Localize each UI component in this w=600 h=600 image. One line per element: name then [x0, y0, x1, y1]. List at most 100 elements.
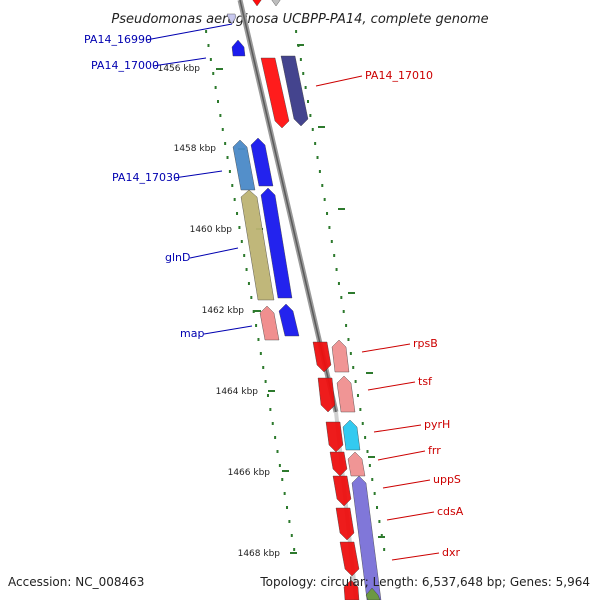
gene-label-frr: frr — [428, 444, 441, 457]
label-leader — [367, 381, 416, 391]
dot — [245, 268, 248, 271]
dot — [209, 58, 212, 61]
map-title: Pseudomonas aeruginosa UCBPP-PA14, compl… — [111, 12, 488, 27]
gene-block — [343, 579, 360, 600]
gene-block — [365, 587, 381, 600]
dot — [281, 478, 284, 481]
dot — [221, 128, 224, 131]
dot — [378, 520, 381, 523]
gene-label-cdsA: cdsA — [437, 505, 464, 518]
dot — [286, 506, 289, 509]
major-tick — [348, 292, 355, 294]
label-leader — [361, 343, 411, 353]
dot — [247, 282, 250, 285]
tick-label: 1468 kbp — [238, 549, 281, 559]
dot — [259, 352, 262, 355]
gene-block — [331, 339, 350, 373]
dot — [330, 240, 333, 243]
gene-labels: PA14_16990 PA14_17000 PA14_17030 glnD map PA1… — [84, 23, 464, 561]
gene-block — [347, 451, 366, 477]
label-leader — [203, 325, 253, 335]
tick-label: 1460 kbp — [190, 225, 233, 235]
dot — [299, 58, 302, 61]
major-tick — [216, 68, 223, 70]
gene-block — [342, 419, 361, 451]
gene-label-PA14_17000: PA14_17000 — [91, 59, 159, 72]
dot — [262, 366, 265, 369]
dot — [371, 478, 374, 481]
gene-block-frr — [329, 451, 348, 477]
gene-label-PA14_17010: PA14_17010 — [365, 69, 433, 82]
dot — [236, 212, 239, 215]
dot — [274, 436, 277, 439]
gene-block — [280, 55, 309, 127]
dot — [226, 156, 229, 159]
dot — [290, 534, 293, 537]
gene-block — [252, 0, 262, 7]
gene-block — [351, 475, 382, 600]
major-tick — [378, 536, 385, 538]
dot — [266, 394, 269, 397]
gene-block-rpsB — [312, 341, 332, 373]
dot — [276, 450, 279, 453]
dot — [255, 324, 258, 327]
gene-label-PA14_16990: PA14_16990 — [84, 33, 152, 46]
major-tick — [290, 552, 297, 554]
dot — [238, 226, 241, 229]
dot — [368, 464, 371, 467]
dot — [271, 422, 274, 425]
gene-block-pyrH — [325, 421, 344, 453]
label-leader — [145, 23, 233, 41]
gene-block — [336, 375, 356, 413]
gene-label-pyrH: pyrH — [424, 418, 450, 431]
dot — [345, 324, 348, 327]
major-tick — [318, 126, 325, 128]
dot — [252, 310, 255, 313]
gene-block-map — [259, 305, 280, 341]
dot — [316, 156, 319, 159]
dot — [293, 548, 296, 551]
gene-block-glnD — [240, 189, 275, 301]
dot — [352, 366, 355, 369]
gene-label-map: map — [180, 327, 204, 340]
gene-label-PA14_17030: PA14_17030 — [112, 171, 180, 184]
dot — [376, 506, 379, 509]
dot — [288, 520, 291, 523]
dot — [326, 212, 329, 215]
genome-summary-text: Topology: circular; Length: 6,537,648 bp… — [259, 575, 590, 589]
dot — [278, 464, 281, 467]
dot — [314, 142, 317, 145]
dot — [328, 226, 331, 229]
dot — [205, 30, 208, 33]
tick-label: 1456 kbp — [158, 64, 201, 74]
major-tick — [368, 456, 375, 458]
dot — [307, 100, 309, 103]
dot — [364, 436, 367, 439]
dot — [214, 86, 217, 89]
tick-label: 1462 kbp — [202, 306, 245, 316]
dot — [233, 198, 236, 201]
dot — [380, 534, 383, 537]
gene-label-tsf: tsf — [418, 375, 433, 388]
dot — [228, 170, 231, 173]
tick-label: 1458 kbp — [174, 144, 217, 154]
dot — [354, 380, 357, 383]
label-leader — [377, 450, 426, 461]
dot — [373, 492, 376, 495]
gene-block — [271, 0, 281, 7]
dot — [318, 170, 321, 173]
dot — [240, 240, 243, 243]
gene-block — [226, 13, 237, 25]
tick-label: 1464 kbp — [216, 387, 259, 397]
dot — [269, 408, 272, 411]
gene-label-rpsB: rpsB — [413, 337, 438, 350]
dot — [337, 282, 340, 285]
dot — [309, 114, 312, 117]
dot — [340, 296, 343, 299]
dot — [295, 30, 298, 33]
major-tick — [282, 470, 289, 472]
gene-block-PA14_17010 — [260, 57, 290, 129]
gene-label-dxr: dxr — [442, 546, 460, 559]
dot — [250, 296, 253, 299]
